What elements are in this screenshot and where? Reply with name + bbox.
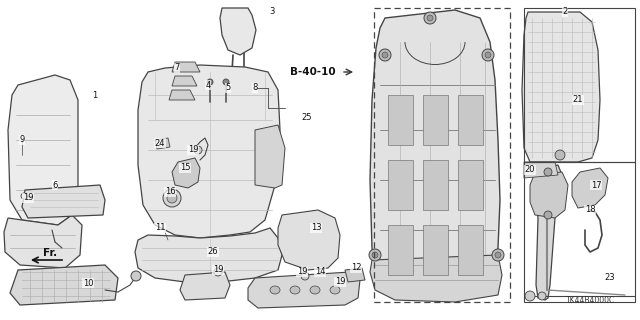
Polygon shape — [4, 215, 82, 268]
Text: 19: 19 — [212, 266, 223, 275]
Text: 9: 9 — [19, 135, 24, 145]
Bar — [458, 95, 483, 145]
Polygon shape — [370, 10, 500, 300]
Text: 23: 23 — [605, 274, 615, 283]
Text: 10: 10 — [83, 278, 93, 287]
Circle shape — [544, 168, 552, 176]
Polygon shape — [345, 268, 365, 282]
Bar — [458, 160, 483, 210]
Polygon shape — [135, 228, 282, 282]
Ellipse shape — [310, 286, 320, 294]
Polygon shape — [169, 90, 195, 100]
Text: 5: 5 — [225, 84, 230, 92]
Circle shape — [424, 12, 436, 24]
Polygon shape — [248, 272, 360, 308]
Polygon shape — [22, 185, 105, 218]
Text: Fr.: Fr. — [43, 248, 57, 258]
Bar — [388, 95, 413, 145]
Circle shape — [369, 249, 381, 261]
Polygon shape — [10, 265, 118, 305]
Text: 20: 20 — [525, 165, 535, 174]
Text: 21: 21 — [573, 95, 583, 105]
Polygon shape — [370, 255, 502, 302]
Bar — [458, 225, 483, 275]
Polygon shape — [180, 272, 230, 300]
Text: 11: 11 — [155, 223, 165, 233]
Circle shape — [214, 268, 222, 276]
Polygon shape — [278, 210, 340, 270]
Bar — [423, 160, 448, 210]
Text: 3: 3 — [269, 7, 275, 17]
Text: 15: 15 — [180, 164, 190, 172]
Bar — [388, 225, 413, 275]
Circle shape — [427, 15, 433, 21]
Circle shape — [301, 272, 309, 280]
Text: 4: 4 — [205, 81, 211, 90]
Text: 17: 17 — [591, 180, 602, 189]
Text: 1: 1 — [92, 91, 98, 100]
Polygon shape — [530, 172, 568, 218]
Circle shape — [544, 211, 552, 219]
Circle shape — [207, 79, 213, 85]
Circle shape — [482, 49, 494, 61]
Circle shape — [21, 193, 27, 199]
Polygon shape — [220, 8, 256, 55]
Polygon shape — [255, 125, 285, 188]
Bar — [423, 95, 448, 145]
Polygon shape — [172, 76, 197, 86]
Circle shape — [194, 146, 202, 154]
Circle shape — [555, 150, 565, 160]
Text: 8: 8 — [252, 84, 258, 92]
Text: B-40-10: B-40-10 — [291, 67, 336, 77]
Polygon shape — [155, 138, 170, 149]
Text: 19: 19 — [23, 194, 33, 203]
Text: 2: 2 — [563, 7, 568, 17]
Polygon shape — [138, 65, 280, 238]
Polygon shape — [524, 162, 558, 178]
Circle shape — [163, 189, 181, 207]
Text: 19: 19 — [297, 268, 307, 276]
Text: 6: 6 — [52, 180, 58, 189]
Circle shape — [492, 249, 504, 261]
Polygon shape — [8, 75, 78, 225]
Text: TK44B4000C: TK44B4000C — [566, 296, 615, 305]
Bar — [423, 225, 448, 275]
Text: 24: 24 — [155, 139, 165, 148]
Circle shape — [379, 49, 391, 61]
Bar — [524, 162, 635, 302]
Polygon shape — [172, 62, 200, 72]
Polygon shape — [522, 12, 600, 162]
Circle shape — [382, 52, 388, 58]
Bar — [524, 8, 635, 162]
Circle shape — [131, 271, 141, 281]
Text: 19: 19 — [188, 146, 198, 155]
Circle shape — [223, 79, 229, 85]
Text: 26: 26 — [208, 247, 218, 257]
Polygon shape — [534, 165, 562, 300]
Text: 14: 14 — [315, 268, 325, 276]
Polygon shape — [172, 158, 200, 188]
Ellipse shape — [270, 286, 280, 294]
Ellipse shape — [330, 286, 340, 294]
Text: 25: 25 — [301, 114, 312, 123]
Text: 7: 7 — [174, 63, 180, 73]
Bar — [388, 160, 413, 210]
Text: 18: 18 — [585, 205, 595, 214]
Circle shape — [525, 291, 535, 301]
Circle shape — [495, 252, 501, 258]
Text: 12: 12 — [351, 263, 361, 273]
Text: 13: 13 — [310, 223, 321, 233]
Circle shape — [538, 292, 546, 300]
Bar — [374, 8, 510, 302]
Circle shape — [372, 252, 378, 258]
Circle shape — [485, 52, 491, 58]
Text: 19: 19 — [335, 277, 345, 286]
Circle shape — [167, 193, 177, 203]
Polygon shape — [572, 168, 608, 208]
Ellipse shape — [290, 286, 300, 294]
Text: 16: 16 — [164, 188, 175, 196]
